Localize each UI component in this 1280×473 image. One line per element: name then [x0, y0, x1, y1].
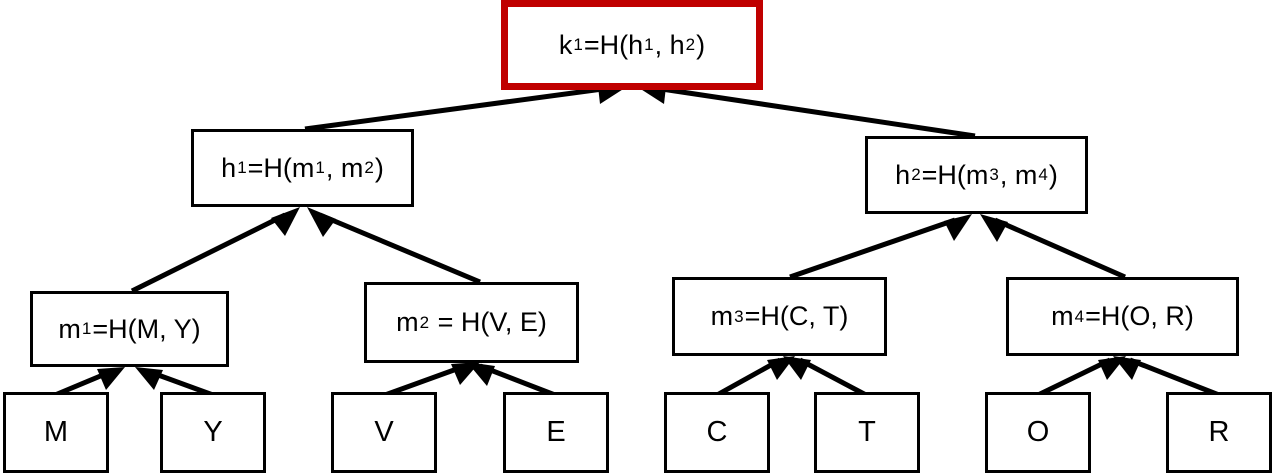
arrowhead [135, 367, 163, 390]
m2-text: = H(V, E) [430, 307, 547, 337]
root-hash-node: k 1 =H(h 1, h 2) [501, 0, 763, 90]
arrowhead [944, 214, 972, 241]
h2-text: ) [1048, 159, 1058, 190]
leaf-C: C [664, 392, 770, 473]
arrowhead [307, 207, 336, 237]
root-sub: 1 [573, 35, 583, 54]
arrowhead [783, 356, 811, 380]
h2-node: h 2 =H(m 3, m 4) [865, 136, 1088, 214]
root-label: k [558, 29, 573, 60]
arrowhead [271, 207, 300, 236]
edge-C-m3 [715, 357, 782, 398]
leaf-M: M [3, 392, 109, 473]
edge-m4-h2 [993, 217, 1127, 280]
root-sub: 1 [644, 35, 654, 54]
h1-sub: 2 [364, 158, 374, 177]
m3-text: =H(C, T) [744, 301, 849, 331]
root-mid: , h [654, 29, 685, 60]
leaf-E: E [503, 392, 609, 473]
m4-sub: 4 [1074, 306, 1085, 326]
edge-h2-root [654, 85, 976, 139]
m1-text: =H(M, Y) [92, 313, 201, 344]
h2-sub: 2 [911, 165, 921, 184]
m2-text: m [396, 307, 419, 337]
edge-h1-root [304, 85, 611, 132]
edge-R-m4 [1129, 357, 1220, 398]
h1-sub: 1 [315, 158, 325, 177]
m3-sub: 3 [734, 306, 744, 326]
arrowhead [467, 362, 495, 386]
arrowhead [97, 367, 125, 390]
m1-sub: 1 [81, 319, 92, 338]
m1-text: m [58, 313, 81, 344]
root-end: ) [696, 29, 706, 60]
h1-sub: 1 [237, 158, 247, 177]
m1-node: m 1 =H(M, Y) [30, 291, 229, 367]
root-eq: =H(h [583, 29, 644, 60]
leaf-V: V [331, 392, 437, 473]
arrowhead [1113, 356, 1141, 380]
edge-T-m3 [798, 357, 868, 398]
h2-text: h [895, 159, 911, 190]
h2-sub: 3 [989, 165, 999, 184]
root-sub: 2 [685, 35, 696, 54]
m4-node: m 4 =H(O, R) [1006, 277, 1239, 356]
m4-text: =H(O, R) [1085, 301, 1194, 331]
h1-text: ) [374, 152, 384, 183]
leaf-T: T [814, 392, 920, 473]
leaf-R: R [1166, 392, 1272, 473]
leaf-Y: Y [160, 392, 266, 473]
h1-text: h [221, 152, 237, 183]
h2-text: =H(m [921, 159, 989, 190]
leaf-O: O [985, 392, 1091, 473]
edge-m1-h1 [130, 212, 287, 294]
arrowhead [980, 214, 1008, 242]
m3-text: m [710, 301, 734, 331]
edge-m2-h1 [319, 212, 481, 285]
edge-V-m2 [384, 363, 466, 398]
m4-text: m [1051, 301, 1074, 331]
h2-sub: 4 [1038, 165, 1048, 184]
m3-node: m 3 =H(C, T) [672, 277, 887, 356]
h1-text: , m [325, 152, 364, 183]
h1-node: h 1 =H(m 1, m 2) [191, 129, 414, 207]
edge-Y-m1 [149, 369, 214, 398]
edge-m3-h2 [789, 217, 956, 280]
h1-text: =H(m [247, 152, 315, 183]
h2-text: , m [999, 159, 1038, 190]
m2-sub: 2 [419, 312, 430, 332]
edge-O-m4 [1036, 357, 1112, 398]
